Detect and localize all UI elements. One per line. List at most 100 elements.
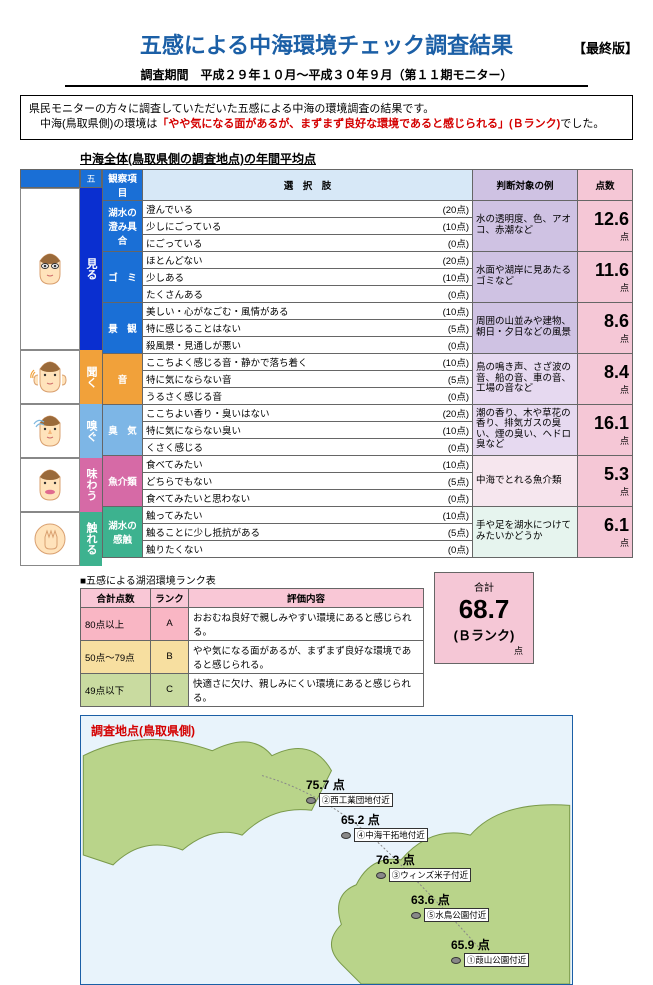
option-text: うるさく感じる音 (146, 392, 222, 403)
option-text: 触ることに少し抵抗がある (146, 528, 260, 539)
option-cell: 特に気にならない音(5点) (143, 370, 473, 387)
option-text: ほとんどない (146, 256, 203, 267)
sense-label: 聞く (80, 350, 102, 404)
sense-column: 五 感見る聞く嗅ぐ味わう触れる (80, 169, 102, 566)
header-example: 判断対象の例 (473, 169, 578, 200)
score-value: 5.3 (604, 464, 629, 484)
option-cell: 触ることに少し抵抗がある (5点) (143, 523, 473, 540)
rank-range: 49点以下 (81, 673, 151, 706)
option-points: (0点) (448, 236, 469, 250)
score-cell: 12.6点 (578, 200, 633, 251)
sense-label: 見る (80, 188, 102, 350)
rank-table: 合計点数ランク評価内容80点以上Aおおむね良好で親しみやすい環境にあると感じられ… (80, 588, 424, 707)
map-point: 75.7 点 ②西工業団地付近 (306, 776, 393, 807)
total-unit: 点 (445, 644, 523, 657)
score-unit: 点 (620, 283, 629, 293)
map-point: 76.3 点 ③ウィンズ米子付近 (376, 851, 471, 882)
sense-icon-mouth (20, 458, 80, 512)
score-value: 6.1 (604, 515, 629, 535)
option-cell: ここちよい香り・臭いはない (20点) (143, 404, 473, 421)
page-title: 五感による中海環境チェック調査結果 (0, 28, 653, 60)
option-points: (0点) (448, 338, 469, 352)
item-name: 魚介類 (103, 455, 143, 506)
option-cell: 殺風景・見通しが悪い(0点) (143, 336, 473, 353)
example-cell: 鳥の鳴き声、さざ波の音、船の音、車の音、工場の音など (473, 353, 578, 404)
header-score: 点数 (578, 169, 633, 200)
option-text: 澄んでいる (146, 205, 193, 216)
map-point-score: 65.2 点 (341, 811, 428, 828)
map-point-score: 65.9 点 (451, 936, 529, 953)
option-points: (5点) (448, 474, 469, 488)
option-points: (0点) (448, 491, 469, 505)
map-dot-icon (411, 912, 421, 919)
option-cell: 少しある(10点) (143, 268, 473, 285)
option-points: (10点) (443, 457, 469, 471)
option-points: (20点) (443, 406, 469, 420)
score-value: 16.1 (594, 413, 629, 433)
map-point-label: ①葭山公園付近 (464, 953, 530, 967)
score-value: 12.6 (594, 209, 629, 229)
option-text: 触りたくない (146, 545, 203, 556)
intro-suffix: でした。 (560, 118, 604, 130)
item-name: 湖水の澄み具合 (103, 200, 143, 251)
rank-desc: 快適さに欠け、親しみにくい環境にあると感じられる。 (189, 673, 424, 706)
option-cell: ここちよく感じる音・静かで落ち着く (10点) (143, 353, 473, 370)
rank-letter: B (151, 640, 189, 673)
item-name: 景 観 (103, 302, 143, 353)
option-text: 少しある (146, 273, 184, 284)
total-score-box: 合計 68.7 (Ｂランク) 点 (434, 572, 534, 664)
intro-line2: 中海(鳥取県側)の環境は「やや気になる面があるが、まずまず良好な環境であると感じ… (29, 117, 624, 132)
sense-icon-hand (20, 512, 80, 566)
example-cell: 中海でとれる魚介類 (473, 455, 578, 506)
sense-icon-eye (20, 188, 80, 350)
example-cell: 潮の香り、木や草花の香り、排気ガスの臭い、煙の臭い、ヘドロ臭など (473, 404, 578, 455)
score-cell: 6.1 点 (578, 506, 633, 557)
example-cell: 水の透明度、色、アオコ、赤潮など (473, 200, 578, 251)
map-point-score: 76.3 点 (376, 851, 471, 868)
score-unit: 点 (620, 334, 629, 344)
rank-range: 80点以上 (81, 607, 151, 640)
rank-letter: A (151, 607, 189, 640)
option-cell: 特に感じることはない(5点) (143, 319, 473, 336)
option-points: (10点) (443, 355, 469, 369)
example-cell: 水面や湖岸に見あたるゴミなど (473, 251, 578, 302)
rank-table-title: ■五感による湖沼環境ランク表 (80, 572, 424, 587)
rank-header-desc: 評価内容 (189, 588, 424, 607)
main-table-wrap: 五 感見る聞く嗅ぐ味わう触れる 観察項目選 択 肢判断対象の例点数湖水の澄み具合… (20, 169, 633, 566)
sense-label: 味わう (80, 458, 102, 512)
total-label: 合計 (445, 579, 523, 594)
rank-desc: やや気になる面があるが、まずまず良好な環境であると感じられる。 (189, 640, 424, 673)
item-name: ゴ ミ (103, 251, 143, 302)
sense-label: 触れる (80, 512, 102, 566)
map-point-label: ②西工業団地付近 (319, 793, 393, 807)
option-text: ここちよい香り・臭いはない (146, 409, 270, 420)
map-dot-icon (376, 872, 386, 879)
icons-column (20, 169, 80, 566)
sense-label: 嗅ぐ (80, 404, 102, 458)
option-cell: 食べてみたい (10点) (143, 455, 473, 472)
intro-emphasis: 「やや気になる面があるが、まずまず良好な環境であると感じられる」(Ｂランク) (157, 118, 560, 130)
option-cell: 食べてみたいと思わない(0点) (143, 489, 473, 506)
rank-desc: おおむね良好で親しみやすい環境にあると感じられる。 (189, 607, 424, 640)
option-text: 少しにごっている (146, 222, 221, 233)
option-text: くさく感じる (146, 443, 203, 454)
option-text: ここちよく感じる音・静かで落ち着く (146, 358, 308, 369)
version-tag: 【最終版】 (573, 38, 638, 57)
item-name: 音 (103, 353, 143, 404)
score-value: 11.6 (595, 260, 629, 280)
option-cell: ほとんどない(20点) (143, 251, 473, 268)
option-text: 特に気にならない音 (146, 375, 232, 386)
map-dot-icon (306, 797, 316, 804)
option-text: 食べてみたい (146, 460, 203, 471)
option-points: (5点) (448, 321, 469, 335)
option-points: (10点) (443, 423, 469, 437)
option-cell: 少しにごっている(10点) (143, 217, 473, 234)
item-name: 湖水の感触 (103, 506, 143, 557)
rank-letter: C (151, 673, 189, 706)
score-unit: 点 (620, 538, 629, 548)
option-cell: にごっている(0点) (143, 234, 473, 251)
map-dot-icon (451, 957, 461, 964)
rank-section: ■五感による湖沼環境ランク表 合計点数ランク評価内容80点以上Aおおむね良好で親… (80, 572, 633, 707)
option-points: (5点) (448, 525, 469, 539)
option-points: (0点) (448, 287, 469, 301)
